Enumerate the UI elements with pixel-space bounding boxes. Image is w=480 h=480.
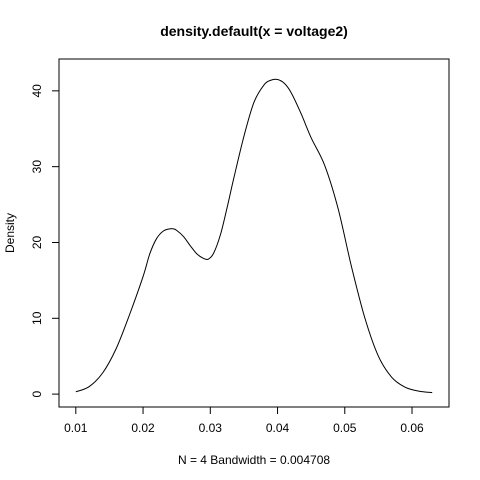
- y-axis: 0 10 20 30 40: [30, 84, 60, 397]
- x-tick-label: 0.05: [333, 421, 357, 435]
- x-tick-label: 0.06: [400, 421, 424, 435]
- x-axis-label: N = 4 Bandwidth = 0.004708: [178, 453, 330, 467]
- x-tick-label: 0.04: [266, 421, 290, 435]
- chart-title: density.default(x = voltage2): [160, 23, 348, 39]
- y-axis-label: Density: [3, 213, 17, 253]
- y-tick-label: 30: [30, 160, 44, 174]
- y-tick-label: 40: [30, 84, 44, 98]
- y-tick-label: 0: [30, 390, 44, 397]
- x-tick-label: 0.02: [131, 421, 155, 435]
- plot-frame: [58, 58, 450, 408]
- y-tick-label: 20: [30, 235, 44, 249]
- x-axis: 0.01 0.02 0.03 0.04 0.05 0.06: [64, 406, 424, 435]
- x-tick-label: 0.03: [199, 421, 223, 435]
- x-tick-label: 0.01: [64, 421, 88, 435]
- y-tick-label: 10: [30, 311, 44, 325]
- density-curve-line: [75, 78, 433, 394]
